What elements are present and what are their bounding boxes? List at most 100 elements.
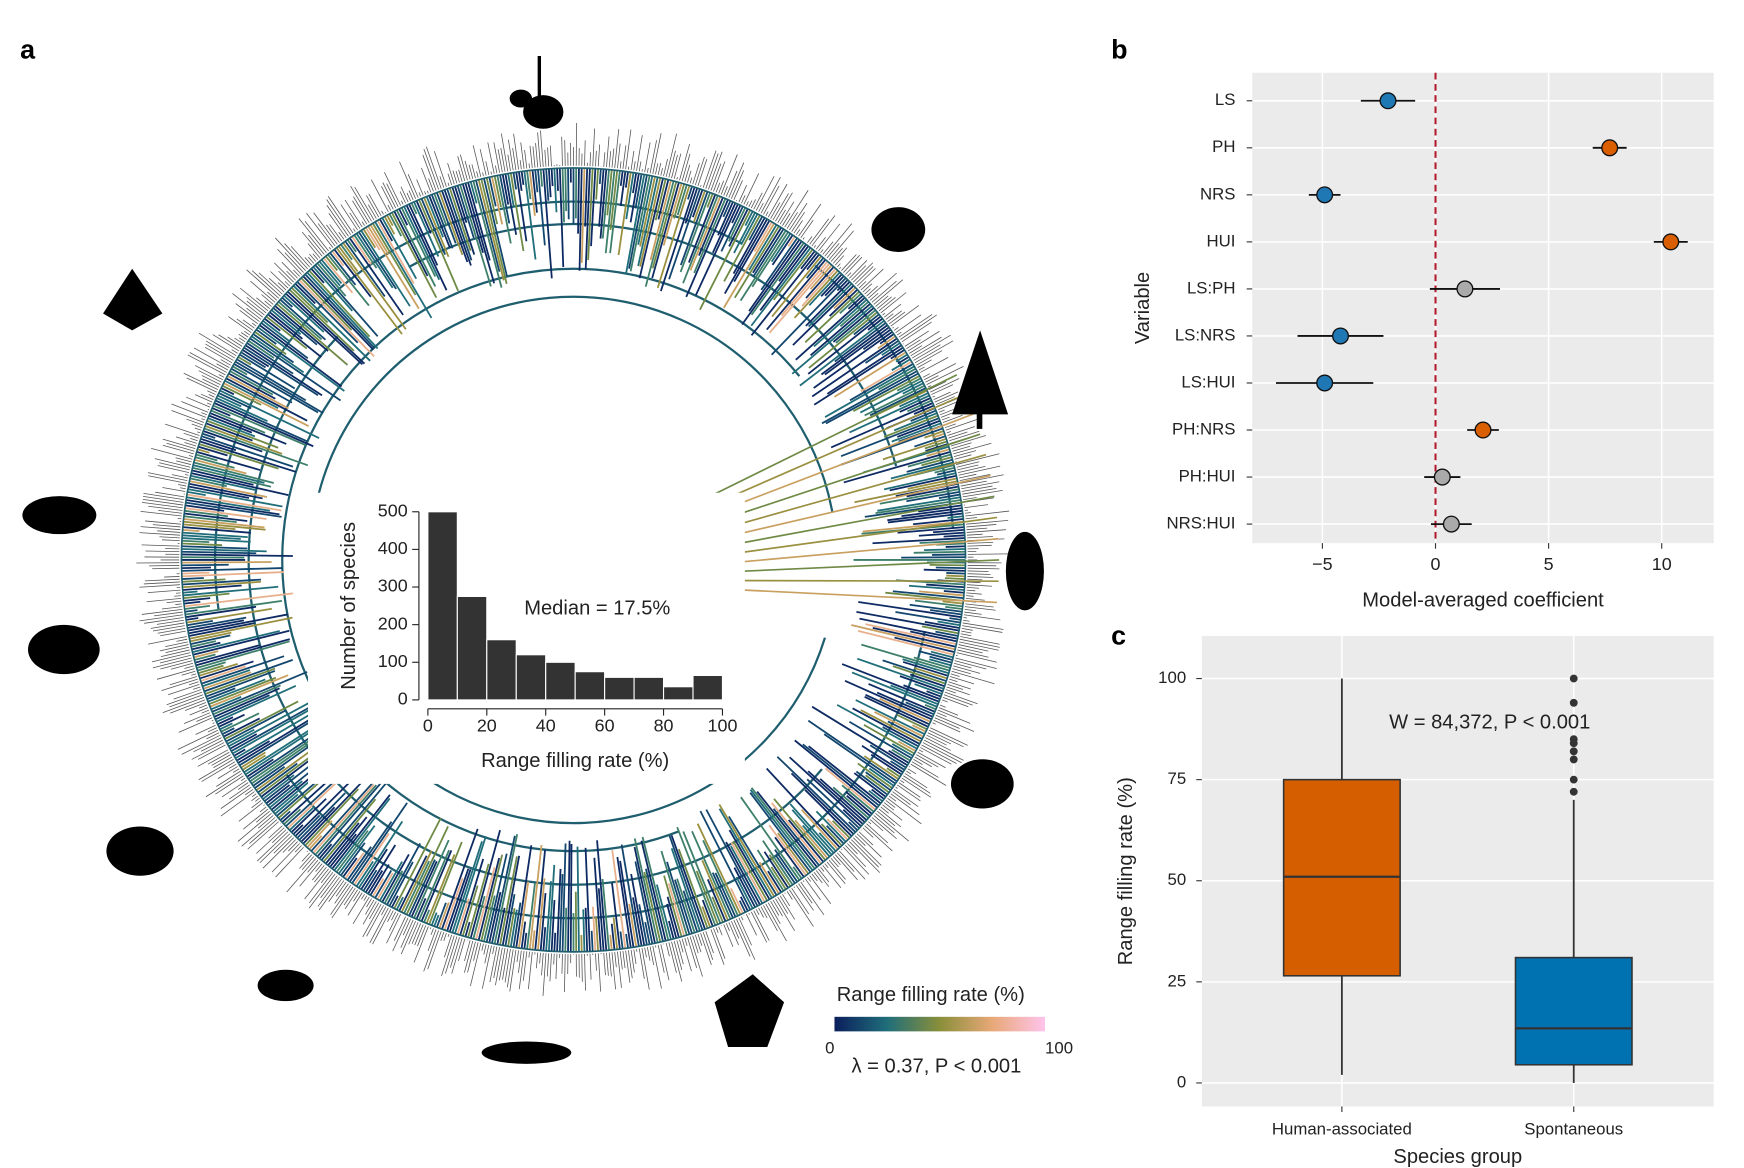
tree-branch: [932, 528, 965, 534]
tree-branch: [362, 228, 377, 249]
tree-branch: [197, 749, 229, 767]
tree-branch: [936, 469, 956, 476]
tree-branch: [141, 544, 180, 547]
tree-branch: [335, 830, 369, 873]
tree-branch: [556, 168, 559, 191]
tree-branch: [723, 222, 776, 309]
tree-branch: [306, 213, 334, 248]
tree-branch: [741, 916, 744, 921]
tree-branch: [473, 942, 479, 961]
tree-branch: [964, 606, 996, 611]
tree-branch: [451, 937, 463, 974]
tree-branch: [730, 841, 766, 903]
tree-branch: [730, 170, 745, 199]
tree-branch: [438, 191, 464, 256]
tree-branch: [961, 627, 973, 631]
tree-branch: [386, 842, 421, 906]
tree-branch: [740, 213, 759, 246]
tree-branch: [428, 195, 451, 249]
tree-branch: [890, 793, 920, 816]
tree-branch: [795, 229, 801, 235]
tree-branch: [776, 756, 857, 833]
tree-branch: [841, 663, 940, 703]
tree-branch: [898, 740, 917, 752]
tree-branch: [874, 711, 924, 738]
tree-branch: [257, 326, 345, 392]
tree-branch: [752, 228, 785, 278]
tree-branch: [666, 861, 691, 935]
tree-branch: [777, 209, 786, 223]
tree-branch: [714, 872, 737, 918]
tree-branch: [333, 248, 372, 298]
tree-branch: [281, 267, 801, 853]
tree-branch: [725, 170, 738, 197]
tree-branch: [914, 667, 948, 680]
tree-branch: [841, 784, 875, 813]
tree-branch: [791, 211, 805, 232]
tree-branch: [625, 933, 629, 949]
tree-branch: [464, 940, 471, 962]
tree-branch: [707, 151, 723, 190]
tree-branch: [908, 584, 965, 591]
tree-branch: [851, 265, 867, 281]
tree-branch: [682, 831, 722, 924]
tree-branch: [360, 229, 411, 307]
tree-branch: [902, 658, 950, 675]
tree-branch: [896, 713, 928, 731]
colorbar-tick-label: 0: [825, 1039, 834, 1058]
tree-branch: [200, 393, 214, 400]
tree-branch: [428, 841, 463, 925]
tree-branch: [930, 650, 954, 659]
tree-branch: [364, 844, 397, 893]
tree-branch: [598, 168, 602, 185]
tree-branch: [833, 287, 857, 310]
tree-branch: [197, 448, 210, 454]
tree-branch: [547, 168, 552, 198]
tree-branch: [371, 878, 385, 898]
tree-branch: [663, 158, 668, 177]
tree-branch: [229, 784, 250, 800]
tree-branch: [188, 455, 194, 457]
tree-branch: [353, 234, 378, 269]
tree-branch: [528, 163, 530, 169]
tree-branch: [413, 926, 429, 963]
tree-branch: [960, 633, 972, 637]
outlier: [1569, 775, 1578, 784]
tree-branch: [191, 742, 225, 760]
tree-branch: [189, 616, 293, 640]
tree-branch: [847, 272, 852, 277]
tree-branch: [458, 169, 463, 182]
tree-branch: [619, 951, 623, 970]
tree-branch: [767, 183, 788, 218]
y-tick-label: 0: [398, 689, 408, 709]
tree-branch: [159, 536, 180, 539]
tree-branch: [802, 880, 805, 883]
tree-branch: [481, 943, 484, 951]
tree-branch: [363, 895, 368, 901]
tree-branch: [187, 488, 283, 508]
tree-branch: [493, 175, 502, 208]
tree-branch: [160, 630, 186, 637]
tree-branch: [254, 331, 287, 355]
tree-branch: [956, 652, 997, 663]
tree-branch: [821, 370, 918, 425]
tree-branch: [724, 218, 768, 295]
tree-branch: [272, 829, 287, 843]
tree-branch: [212, 334, 240, 352]
tree-branch: [815, 870, 830, 887]
tree-branch: [209, 674, 289, 708]
tree-branch: [967, 541, 994, 544]
tree-branch: [898, 314, 933, 338]
x-tick-label: −5: [1312, 554, 1332, 574]
tree-branch: [229, 370, 274, 396]
tree-branch: [459, 154, 468, 181]
tree-branch: [490, 171, 492, 175]
tree-branch: [156, 668, 195, 680]
tree-branch: [937, 620, 961, 627]
tree-branch: [695, 870, 719, 925]
tree-branch: [920, 357, 949, 373]
tree-branch: [182, 537, 251, 543]
tree-branch: [299, 854, 313, 869]
tree-branch: [317, 876, 340, 907]
tree-branch: [322, 257, 354, 294]
